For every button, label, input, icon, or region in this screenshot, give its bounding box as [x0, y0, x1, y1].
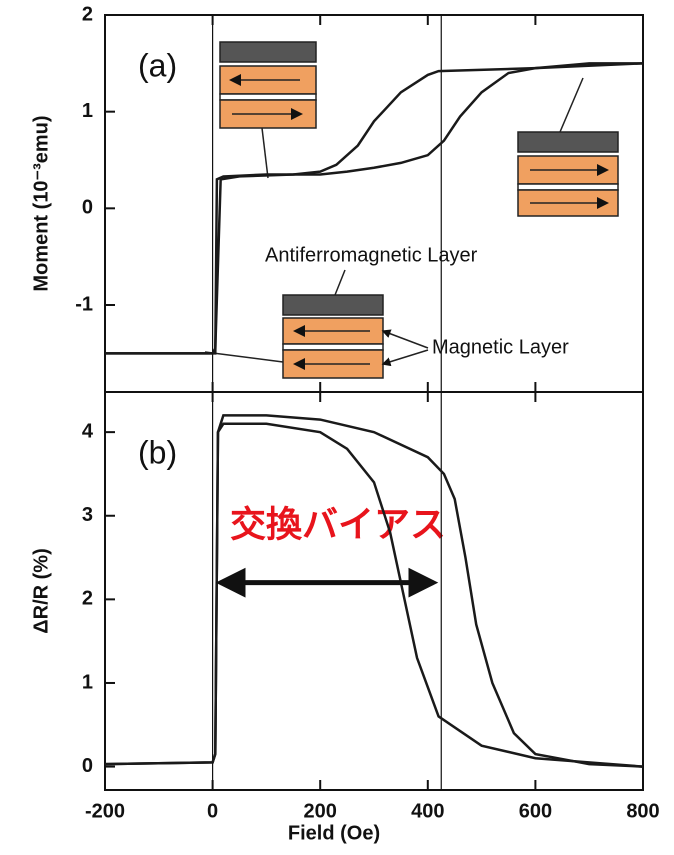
annotation: Antiferromagnetic Layer [265, 244, 478, 266]
y-tick-label: 1 [82, 100, 93, 122]
panel-label: (b) [138, 434, 177, 470]
y-tick-label: 3 [82, 504, 93, 526]
x-tick-label: 0 [207, 800, 218, 822]
y-tick-label: 2 [82, 3, 93, 25]
data-line [105, 424, 643, 767]
x-tick-label: 200 [304, 800, 337, 822]
annotation: Magnetic Layer [432, 336, 569, 358]
chart: Antiferromagnetic Layer Magnetic Layer 交… [0, 0, 674, 850]
x-tick-label: 800 [626, 800, 659, 822]
y-axis-label: Moment (10⁻³emu) [30, 115, 52, 291]
x-axis-label: Field (Oe) [288, 822, 380, 844]
x-tick-label: 600 [519, 800, 552, 822]
y-tick-label: 0 [82, 755, 93, 777]
y-axis-label: ΔR/R (%) [30, 548, 52, 633]
annotation: 交換バイアス [230, 504, 446, 545]
y-tick-label: 4 [82, 420, 94, 442]
y-tick-label: -1 [75, 293, 93, 315]
y-tick-label: 1 [82, 671, 93, 693]
layer-insets [205, 42, 618, 378]
x-tick-label: 400 [411, 800, 444, 822]
panel-label: (a) [138, 47, 177, 83]
y-tick-label: 2 [82, 588, 93, 610]
y-tick-label: 0 [82, 197, 93, 219]
x-tick-label: -200 [85, 800, 125, 822]
data-line [105, 415, 643, 766]
plot-frame [105, 392, 643, 790]
